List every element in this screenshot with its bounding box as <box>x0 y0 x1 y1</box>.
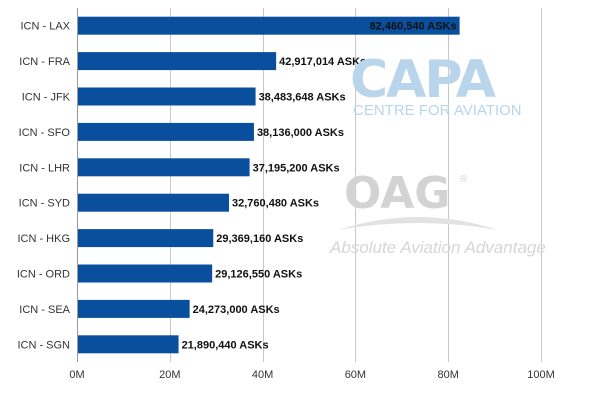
x-tick-label: 100M <box>527 369 555 381</box>
category-label: ICN - LHR <box>19 162 70 174</box>
x-tick-label: 0M <box>69 369 84 381</box>
category-label: ICN - LAX <box>20 21 70 33</box>
category-label: ICN - SYD <box>19 198 70 210</box>
bar <box>77 335 179 354</box>
bar <box>77 87 256 106</box>
data-label: 38,136,000 ASKs <box>257 127 344 139</box>
bar <box>77 158 250 177</box>
bar <box>77 122 254 141</box>
category-label: ICN - SEA <box>19 304 70 316</box>
category-label: ICN - HKG <box>17 233 70 245</box>
data-label: 21,890,440 ASKs <box>182 339 269 351</box>
bar <box>77 264 213 283</box>
capa-logo-text: CAPA <box>350 50 496 110</box>
x-tick-label: 80M <box>437 369 458 381</box>
x-tick-label: 60M <box>345 369 366 381</box>
oag-swoosh-icon <box>338 217 498 230</box>
category-label: ICN - FRA <box>19 56 70 68</box>
bars: 82,460,540 ASKs 42,917,014 ASKs 38,483,648… <box>77 16 460 354</box>
data-label: 37,195,200 ASKs <box>253 162 340 174</box>
data-label: 29,126,550 ASKs <box>215 269 302 281</box>
oag-logo-text: OAG <box>344 168 451 219</box>
data-label: 29,369,160 ASKs <box>216 233 303 245</box>
capa-tagline: CENTRE FOR AVIATION <box>353 102 522 119</box>
data-label: 38,483,648 ASKs <box>259 92 346 104</box>
data-label: 82,460,540 ASKs <box>370 21 457 33</box>
data-label: 24,273,000 ASKs <box>193 304 280 316</box>
category-label: ICN - JFK <box>22 92 71 104</box>
data-label: 42,917,014 ASKs <box>279 56 366 68</box>
bar <box>77 193 230 212</box>
capa-watermark: CAPA CENTRE FOR AVIATION <box>328 50 522 124</box>
bar <box>77 229 214 248</box>
bar <box>77 52 277 71</box>
bar <box>77 299 190 318</box>
category-label: ICN - ORD <box>17 269 70 281</box>
x-tick-label: 20M <box>159 369 180 381</box>
category-label: ICN - SGN <box>17 339 70 351</box>
data-label: 32,760,480 ASKs <box>232 198 319 210</box>
x-tick-labels: 0M 20M 40M 60M 80M 100M <box>69 369 554 381</box>
oag-tagline: Absolute Aviation Advantage <box>330 238 546 257</box>
category-label: ICN - SFO <box>19 127 71 139</box>
bar <box>77 16 460 35</box>
oag-watermark: OAG ® Absolute Aviation Advantage <box>318 160 546 270</box>
category-labels: ICN - LAX ICN - FRA ICN - JFK ICN - SFO ICN … <box>17 21 71 352</box>
oag-registered-mark: ® <box>460 174 468 185</box>
x-tick-label: 40M <box>252 369 273 381</box>
